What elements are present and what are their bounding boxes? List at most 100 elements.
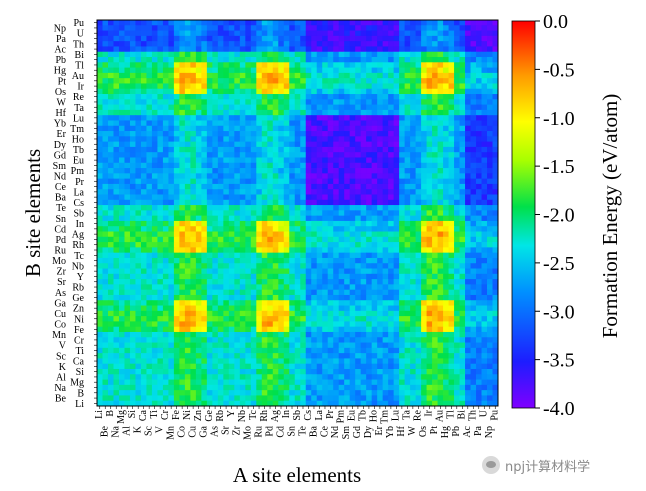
- heatmap-cell: [311, 30, 318, 37]
- heatmap-cell: [168, 173, 175, 180]
- heatmap-cell: [184, 46, 191, 53]
- heatmap-cell: [305, 305, 312, 312]
- heatmap-cell: [283, 257, 290, 264]
- heatmap-cell: [481, 35, 488, 42]
- heatmap-cell: [289, 326, 296, 333]
- heatmap-cell: [344, 363, 351, 370]
- heatmap-cell: [201, 194, 208, 201]
- heatmap-cell: [305, 109, 312, 116]
- heatmap-cell: [129, 30, 136, 37]
- heatmap-cell: [102, 30, 109, 37]
- heatmap-cell: [393, 353, 400, 359]
- heatmap-cell: [223, 300, 230, 306]
- heatmap-cell: [382, 347, 389, 354]
- heatmap-cell: [481, 247, 488, 254]
- heatmap-cell: [157, 178, 164, 185]
- heatmap-cell: [432, 178, 438, 185]
- heatmap-cell: [102, 62, 109, 68]
- heatmap-cell: [377, 157, 384, 164]
- heatmap-cell: [168, 316, 175, 322]
- heatmap-cell: [206, 168, 213, 174]
- heatmap-cell: [151, 294, 158, 301]
- heatmap-cell: [338, 120, 345, 127]
- heatmap-cell: [234, 125, 241, 132]
- heatmap-cell: [465, 94, 471, 100]
- heatmap-cell: [201, 168, 208, 174]
- heatmap-cell: [470, 331, 477, 338]
- heatmap-cell: [432, 131, 438, 137]
- heatmap-cell: [118, 279, 125, 285]
- heatmap-cell: [481, 20, 488, 26]
- heatmap-cell: [223, 342, 230, 349]
- heatmap-cell: [195, 273, 202, 280]
- heatmap-cell: [322, 25, 329, 31]
- heatmap-cell: [283, 162, 290, 169]
- heatmap-cell: [278, 88, 285, 95]
- heatmap-cell: [140, 131, 147, 137]
- heatmap-cell: [432, 199, 438, 206]
- heatmap-cell: [97, 363, 103, 370]
- heatmap-cell: [245, 62, 252, 68]
- heatmap-cell: [201, 321, 208, 328]
- heatmap-cell: [377, 25, 384, 31]
- heatmap-cell: [388, 210, 395, 217]
- heatmap-cell: [393, 183, 400, 190]
- heatmap-cell: [162, 152, 169, 158]
- heatmap-cell: [432, 62, 438, 68]
- heatmap-cell: [355, 363, 362, 370]
- heatmap-cell: [162, 205, 169, 211]
- heatmap-cell: [228, 46, 235, 53]
- heatmap-cell: [393, 78, 400, 84]
- heatmap-cell: [316, 20, 323, 26]
- heatmap-cell: [470, 183, 477, 190]
- heatmap-cell: [454, 252, 460, 259]
- heatmap-cell: [459, 25, 466, 31]
- heatmap-cell: [476, 62, 482, 68]
- heatmap-cell: [157, 51, 164, 58]
- heatmap-cell: [195, 226, 202, 232]
- heatmap-cell: [135, 379, 142, 386]
- heatmap-cell: [322, 115, 329, 121]
- heatmap-cell: [107, 353, 114, 359]
- heatmap-cell: [168, 284, 175, 291]
- heatmap-cell: [487, 46, 493, 53]
- heatmap-cell: [349, 310, 356, 317]
- heatmap-cell: [184, 321, 191, 328]
- heatmap-cell: [344, 189, 351, 195]
- heatmap-cell: [118, 236, 125, 243]
- heatmap-cell: [217, 316, 224, 322]
- heatmap-cell: [454, 25, 460, 31]
- heatmap-cell: [140, 146, 147, 153]
- heatmap-cell: [162, 242, 169, 248]
- heatmap-cell: [377, 162, 384, 169]
- heatmap-cell: [382, 62, 389, 68]
- heatmap-cell: [437, 178, 444, 185]
- heatmap-cell: [465, 273, 471, 280]
- heatmap-cell: [366, 273, 373, 280]
- heatmap-cell: [333, 289, 340, 296]
- heatmap-cell: [151, 125, 158, 132]
- heatmap-cell: [454, 263, 460, 269]
- heatmap-cell: [157, 199, 164, 206]
- heatmap-cell: [404, 109, 411, 116]
- heatmap-cell: [415, 178, 422, 185]
- heatmap-cell: [289, 316, 296, 322]
- heatmap-cell: [327, 141, 334, 148]
- heatmap-cell: [404, 168, 411, 174]
- heatmap-cell: [184, 226, 191, 232]
- heatmap-cell: [97, 342, 103, 349]
- heatmap-cell: [470, 215, 477, 222]
- heatmap-cell: [113, 35, 120, 42]
- heatmap-cell: [333, 257, 340, 264]
- heatmap-cell: [437, 268, 444, 275]
- heatmap-cell: [107, 342, 114, 349]
- heatmap-cell: [250, 368, 257, 375]
- heatmap-cell: [338, 316, 345, 322]
- heatmap-cell: [327, 168, 334, 174]
- heatmap-cell: [223, 152, 230, 158]
- heatmap-cell: [316, 104, 323, 111]
- heatmap-cell: [261, 35, 268, 42]
- heatmap-cell: [162, 57, 169, 63]
- heatmap-cell: [97, 199, 103, 206]
- heatmap-cell: [179, 284, 186, 291]
